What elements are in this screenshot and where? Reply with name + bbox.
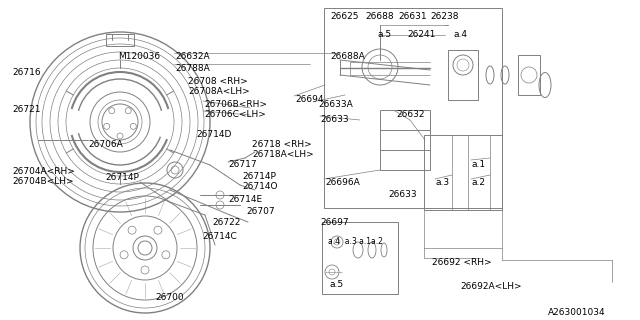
Text: 26718 <RH>: 26718 <RH>: [252, 140, 312, 149]
Text: 26707: 26707: [246, 207, 275, 216]
Bar: [448, 50, 478, 100]
Text: 26714E: 26714E: [228, 195, 262, 204]
Text: 26708 <RH>: 26708 <RH>: [188, 77, 248, 86]
Text: a.5: a.5: [377, 30, 391, 39]
Text: 26241: 26241: [407, 30, 435, 39]
Text: 26708A<LH>: 26708A<LH>: [188, 87, 250, 96]
Text: a.1: a.1: [472, 160, 486, 169]
Bar: [324, 8, 502, 208]
Text: 26706B<RH>: 26706B<RH>: [204, 100, 267, 109]
Text: 26700: 26700: [155, 293, 184, 302]
Text: 26788A: 26788A: [175, 64, 210, 73]
Text: 26706A: 26706A: [88, 140, 123, 149]
Text: 26692 <RH>: 26692 <RH>: [432, 258, 492, 267]
Text: 26706C<LH>: 26706C<LH>: [204, 110, 266, 119]
Text: 26714C: 26714C: [202, 232, 237, 241]
Text: M120036: M120036: [118, 52, 160, 61]
Text: 26718A<LH>: 26718A<LH>: [252, 150, 314, 159]
Text: 26631: 26631: [398, 12, 427, 21]
Text: 26714P: 26714P: [242, 172, 276, 181]
Text: 26717: 26717: [228, 160, 257, 169]
Bar: [424, 135, 502, 210]
Text: 26714D: 26714D: [196, 130, 232, 139]
Text: 26714P: 26714P: [105, 173, 139, 182]
Text: a.4  a.3 a.1a.2: a.4 a.3 a.1a.2: [328, 237, 383, 246]
Text: 26722: 26722: [212, 218, 241, 227]
Bar: [106, 34, 134, 46]
Text: 26688A: 26688A: [330, 52, 365, 61]
Text: 26633: 26633: [388, 190, 417, 199]
Text: 26697: 26697: [320, 218, 349, 227]
Text: 26696A: 26696A: [325, 178, 360, 187]
Text: 26632: 26632: [396, 110, 424, 119]
Text: a.2: a.2: [472, 178, 486, 187]
Bar: [380, 110, 430, 170]
Text: 26625: 26625: [330, 12, 358, 21]
Text: A263001034: A263001034: [548, 308, 605, 317]
Text: 26716: 26716: [12, 68, 40, 77]
Text: 26633A: 26633A: [318, 100, 353, 109]
Text: 26714O: 26714O: [242, 182, 278, 191]
Text: a.4: a.4: [454, 30, 468, 39]
Bar: [322, 222, 398, 294]
Text: 26694: 26694: [295, 95, 323, 104]
Text: 26633: 26633: [320, 115, 349, 124]
Text: 26721: 26721: [12, 105, 40, 114]
Text: a.3: a.3: [436, 178, 450, 187]
Bar: [518, 55, 540, 95]
Text: 26632A: 26632A: [175, 52, 210, 61]
Text: 26704A<RH>: 26704A<RH>: [12, 167, 75, 176]
Text: 26688: 26688: [365, 12, 394, 21]
Text: 26238: 26238: [430, 12, 458, 21]
Text: 26692A<LH>: 26692A<LH>: [460, 282, 522, 291]
Text: 26704B<LH>: 26704B<LH>: [12, 177, 74, 186]
Text: a.5: a.5: [330, 280, 344, 289]
